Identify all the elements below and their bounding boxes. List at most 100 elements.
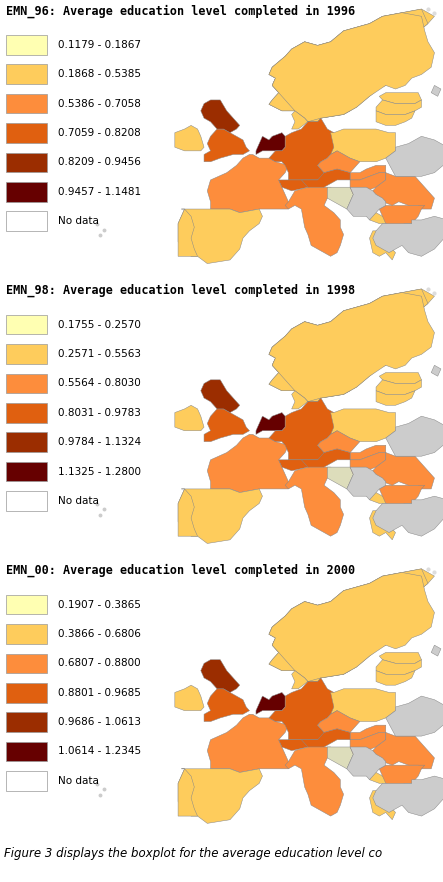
- Polygon shape: [376, 111, 415, 125]
- Polygon shape: [327, 747, 354, 769]
- Bar: [6, 93, 47, 114]
- Polygon shape: [376, 100, 421, 115]
- Polygon shape: [256, 692, 285, 714]
- Polygon shape: [256, 132, 285, 154]
- Polygon shape: [178, 769, 262, 824]
- Polygon shape: [376, 391, 415, 406]
- Text: 0.6807 - 0.8800: 0.6807 - 0.8800: [58, 658, 140, 669]
- Text: EMN_00: Average education level completed in 2000: EMN_00: Average education level complete…: [6, 564, 355, 578]
- Polygon shape: [175, 125, 204, 151]
- Polygon shape: [369, 511, 396, 540]
- Polygon shape: [269, 12, 435, 122]
- Bar: [6, 212, 47, 231]
- Polygon shape: [350, 732, 386, 754]
- Bar: [6, 713, 47, 732]
- Polygon shape: [291, 670, 321, 689]
- Polygon shape: [369, 231, 396, 260]
- Polygon shape: [376, 380, 421, 394]
- Polygon shape: [386, 696, 443, 736]
- Bar: [6, 742, 47, 761]
- Polygon shape: [279, 732, 327, 751]
- Polygon shape: [269, 118, 337, 180]
- Text: Figure 3 displays the boxplot for the average education level co: Figure 3 displays the boxplot for the av…: [4, 847, 383, 860]
- Text: 0.8801 - 0.9685: 0.8801 - 0.9685: [58, 688, 140, 698]
- Polygon shape: [285, 744, 344, 816]
- Polygon shape: [201, 100, 240, 132]
- Polygon shape: [178, 769, 198, 816]
- Text: 0.7059 - 0.8208: 0.7059 - 0.8208: [58, 128, 140, 138]
- Bar: [6, 462, 47, 482]
- Polygon shape: [330, 689, 396, 721]
- Polygon shape: [347, 467, 386, 500]
- Text: 0.2571 - 0.5563: 0.2571 - 0.5563: [58, 349, 141, 359]
- Polygon shape: [285, 183, 344, 257]
- Bar: [6, 35, 47, 55]
- Polygon shape: [350, 445, 386, 460]
- Bar: [6, 594, 47, 615]
- Polygon shape: [178, 209, 198, 257]
- Polygon shape: [207, 154, 288, 213]
- Polygon shape: [291, 391, 321, 409]
- Polygon shape: [330, 129, 396, 161]
- Polygon shape: [350, 725, 386, 740]
- Bar: [6, 683, 47, 703]
- Polygon shape: [373, 776, 443, 816]
- Polygon shape: [369, 773, 412, 787]
- Polygon shape: [269, 289, 435, 401]
- Bar: [6, 654, 47, 673]
- Polygon shape: [379, 653, 421, 663]
- Text: 0.8031 - 0.9783: 0.8031 - 0.9783: [58, 407, 140, 418]
- Polygon shape: [269, 398, 337, 460]
- Text: 1.1325 - 1.2800: 1.1325 - 1.2800: [58, 467, 141, 476]
- Text: No data: No data: [58, 216, 98, 226]
- Polygon shape: [431, 365, 441, 377]
- Polygon shape: [204, 409, 249, 442]
- Polygon shape: [373, 216, 443, 257]
- Bar: [6, 491, 47, 511]
- Text: EMN_98: Average education level completed in 1998: EMN_98: Average education level complete…: [6, 284, 355, 297]
- Polygon shape: [285, 463, 344, 536]
- Polygon shape: [376, 660, 421, 674]
- Polygon shape: [175, 685, 204, 711]
- Text: 0.8209 - 0.9456: 0.8209 - 0.9456: [58, 157, 140, 168]
- Polygon shape: [301, 169, 350, 187]
- Polygon shape: [318, 151, 360, 173]
- Polygon shape: [204, 129, 249, 161]
- Polygon shape: [369, 213, 412, 228]
- Bar: [6, 123, 47, 143]
- Polygon shape: [269, 293, 435, 401]
- Bar: [6, 771, 47, 790]
- Polygon shape: [379, 206, 425, 228]
- Polygon shape: [256, 413, 285, 434]
- Text: No data: No data: [58, 496, 98, 506]
- Polygon shape: [350, 452, 386, 475]
- Polygon shape: [207, 434, 288, 492]
- Polygon shape: [373, 497, 443, 536]
- Polygon shape: [376, 670, 415, 685]
- Text: 0.1755 - 0.2570: 0.1755 - 0.2570: [58, 319, 140, 330]
- Bar: [6, 403, 47, 422]
- Polygon shape: [204, 689, 249, 721]
- Text: 0.1907 - 0.3865: 0.1907 - 0.3865: [58, 600, 140, 609]
- Polygon shape: [379, 93, 421, 103]
- Text: 0.5564 - 0.8030: 0.5564 - 0.8030: [58, 378, 140, 388]
- Text: 0.9686 - 1.0613: 0.9686 - 1.0613: [58, 717, 141, 727]
- Polygon shape: [327, 187, 354, 209]
- Polygon shape: [347, 187, 386, 220]
- Polygon shape: [431, 645, 441, 656]
- Polygon shape: [175, 406, 204, 430]
- Polygon shape: [301, 729, 350, 747]
- Polygon shape: [379, 485, 425, 507]
- Text: 0.5386 - 0.7058: 0.5386 - 0.7058: [58, 99, 140, 108]
- Polygon shape: [386, 416, 443, 456]
- Polygon shape: [201, 380, 240, 413]
- Text: 0.9784 - 1.1324: 0.9784 - 1.1324: [58, 437, 141, 447]
- Polygon shape: [269, 9, 428, 122]
- Text: 0.3866 - 0.6806: 0.3866 - 0.6806: [58, 629, 140, 639]
- Polygon shape: [269, 9, 435, 122]
- Bar: [6, 344, 47, 364]
- Polygon shape: [301, 449, 350, 467]
- Polygon shape: [369, 173, 435, 209]
- Bar: [6, 153, 47, 172]
- Text: EMN_96: Average education level completed in 1996: EMN_96: Average education level complete…: [6, 4, 355, 18]
